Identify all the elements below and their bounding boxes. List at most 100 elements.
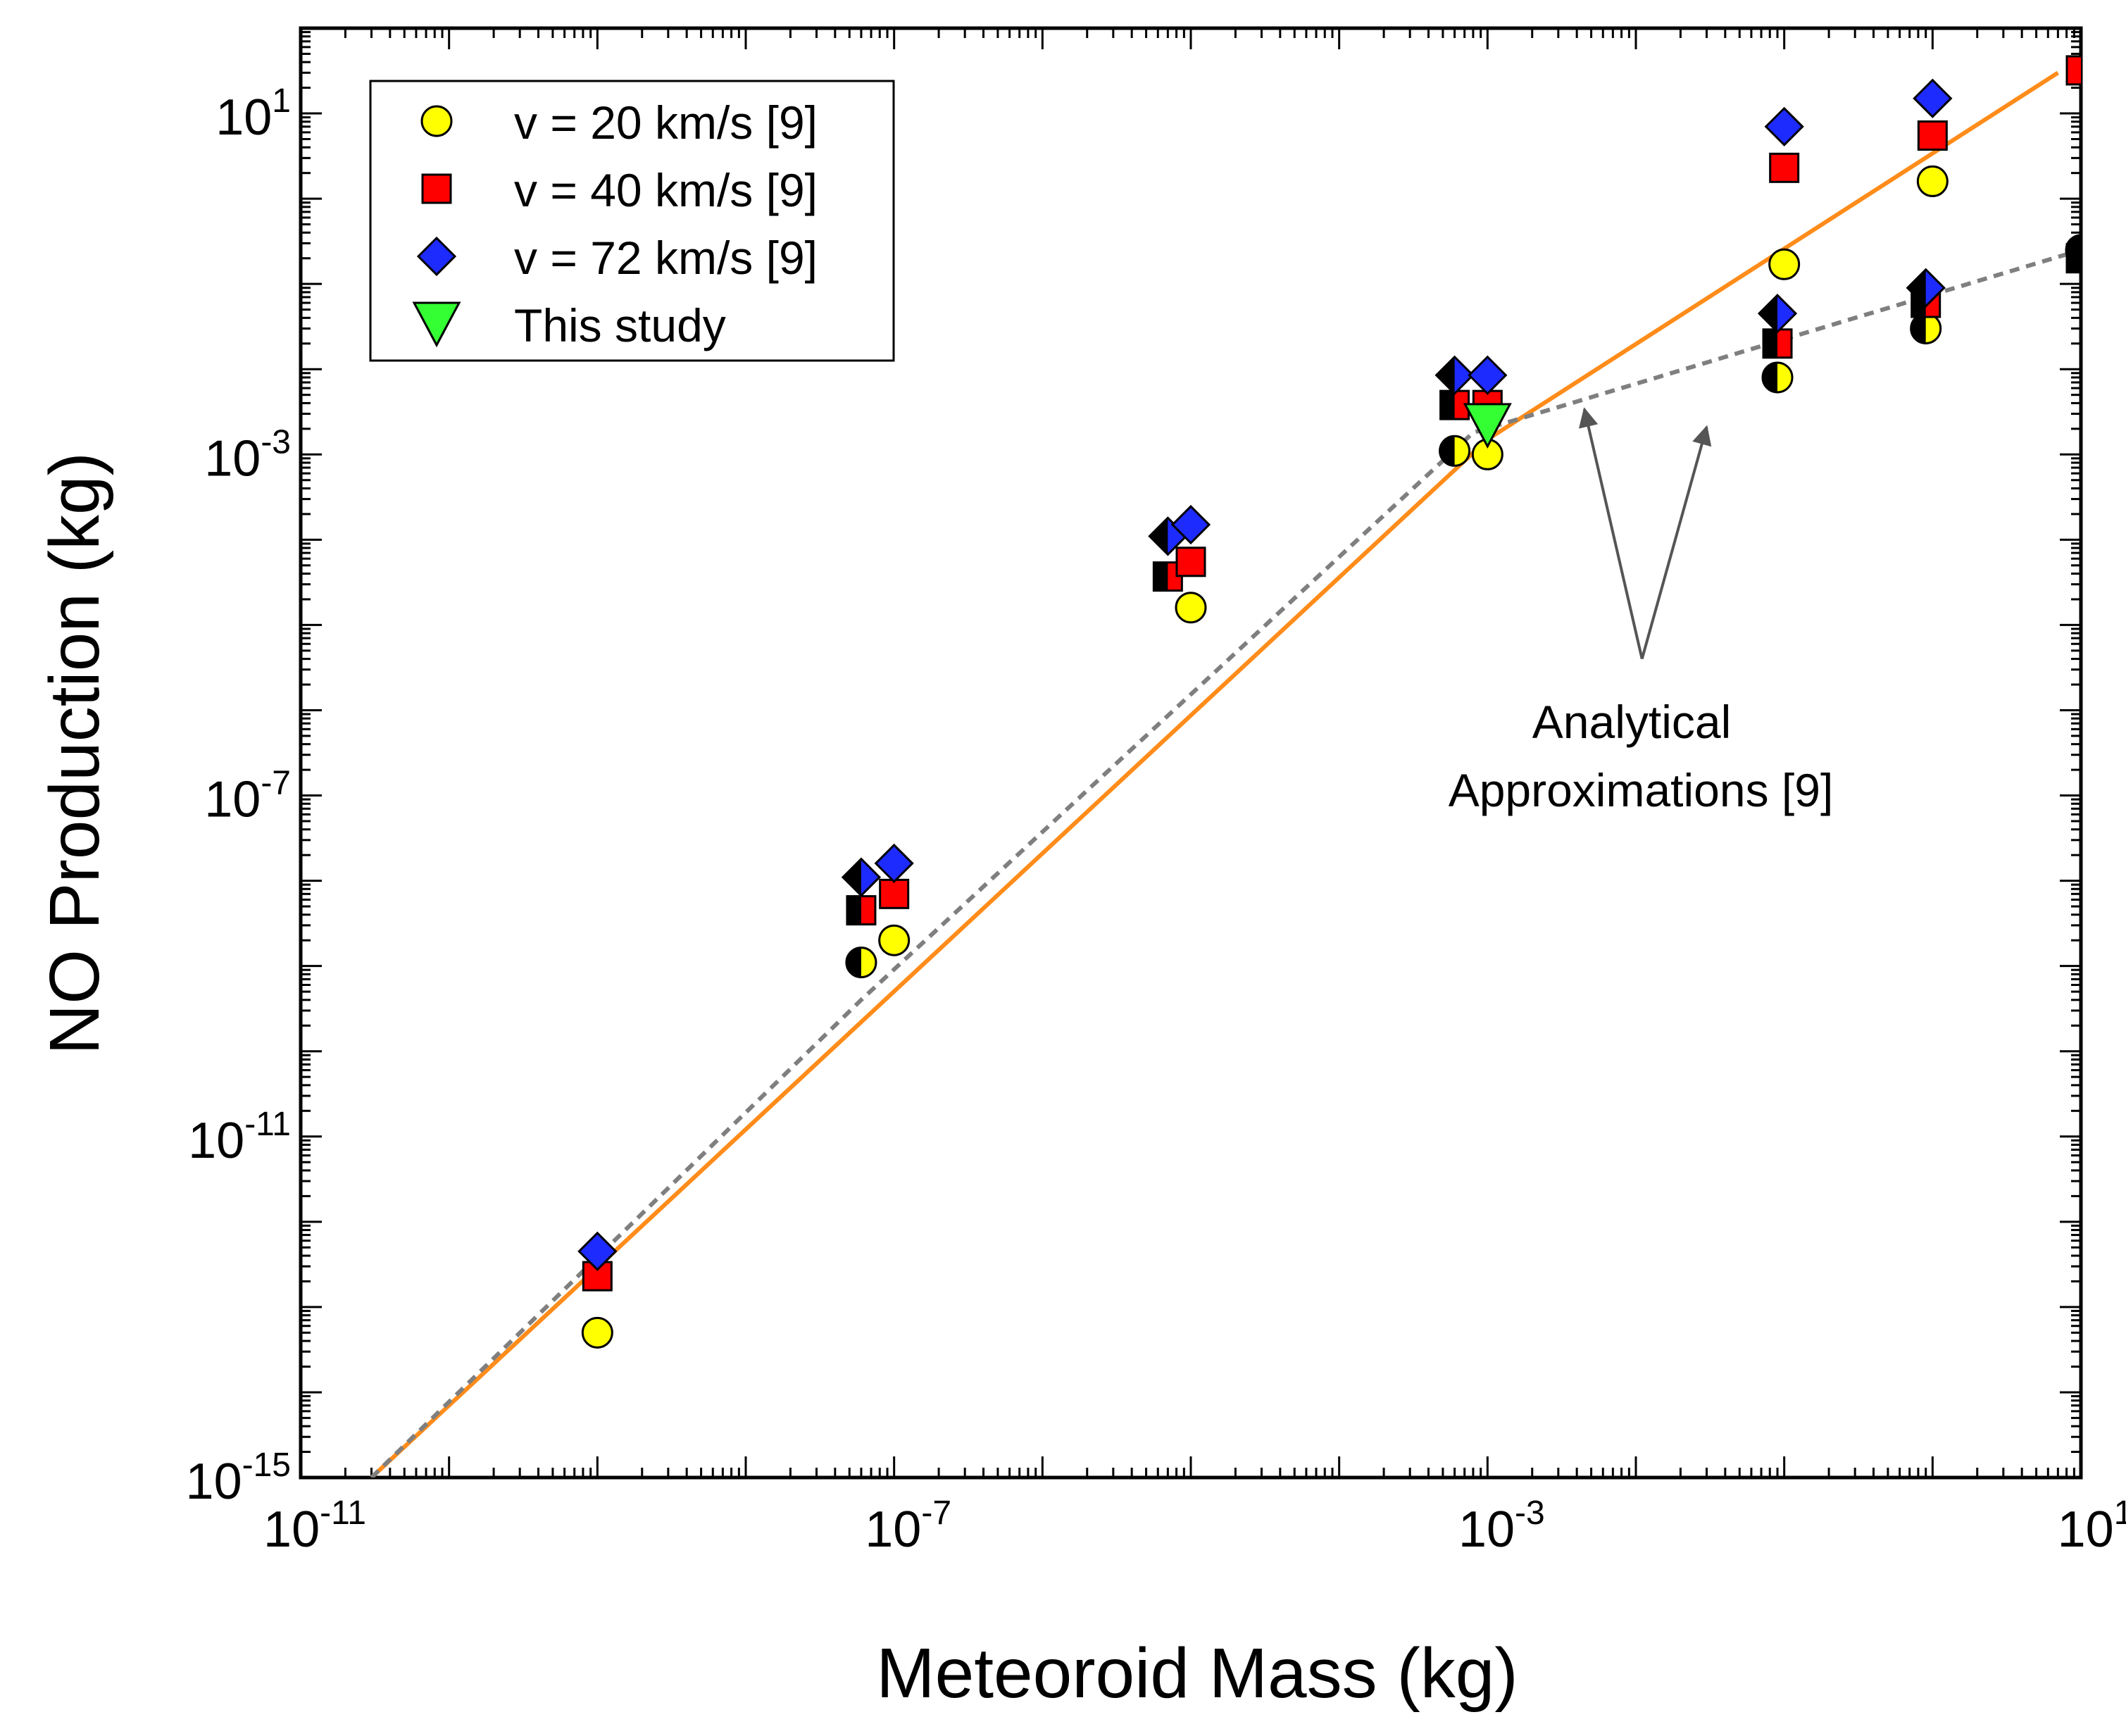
half-filled-marker-black-half	[1439, 436, 1455, 466]
marker-v40-shape	[2065, 55, 2081, 86]
y-tick-label: 10-15	[186, 1447, 291, 1510]
half-filled-marker-black-half	[1759, 295, 1778, 332]
half-filled-marker	[1439, 389, 1470, 420]
data-markers	[577, 55, 2081, 1349]
y-tick-label: 10-7	[204, 765, 291, 828]
marker-v72	[1468, 355, 1508, 395]
marker-v20-shape	[1916, 165, 1949, 197]
half-filled-marker	[845, 947, 877, 979]
half-filled-marker-black-half	[1763, 362, 1778, 392]
marker-v40-shape	[1769, 152, 1800, 183]
marker-v40	[1917, 120, 1948, 151]
half-filled-marker	[841, 857, 882, 897]
marker-v72-shape	[874, 843, 914, 883]
half-filled-marker-black-half	[1763, 329, 1778, 358]
half-filled-marker-outline	[841, 857, 882, 897]
half-filled-marker-black-half	[1149, 518, 1168, 555]
marker-v72	[1764, 106, 1804, 146]
legend-marker-triangle-down-shape	[412, 301, 461, 348]
x-tick-label: 101	[2058, 1494, 2126, 1558]
legend: v = 20 km/s [9] v = 40 km/s [9] v = 72 k…	[369, 80, 895, 362]
legend-label-v40: v = 40 km/s [9]	[514, 164, 818, 216]
half-filled-marker-outline	[845, 947, 877, 979]
half-filled-marker-black-half	[842, 858, 861, 896]
marker-v72-shape	[1913, 78, 1953, 118]
marker-v72	[577, 1231, 618, 1271]
marker-v40-shape	[1917, 120, 1948, 151]
half-filled-marker	[1434, 355, 1475, 395]
legend-label-v20: v = 20 km/s [9]	[514, 96, 818, 149]
x-tick-label: 10-3	[1458, 1494, 1545, 1558]
marker-v40	[1175, 547, 1206, 577]
annotation-arrow	[1640, 425, 1712, 660]
half-filled-marker-outline	[1757, 294, 1798, 334]
marker-v40-shape	[1175, 547, 1206, 577]
y-tick-label: 10-3	[204, 423, 291, 487]
marker-v40	[1769, 152, 1800, 183]
marker-v72	[874, 843, 914, 883]
legend-marker-circle-shape	[420, 105, 453, 137]
annotation: Analytical Approximations [9]	[1449, 407, 1834, 816]
half-filled-marker	[1906, 268, 1946, 308]
x-tick-label: 10-11	[263, 1494, 366, 1558]
half-filled-marker	[846, 895, 877, 926]
half-filled-marker-black-half	[846, 947, 861, 978]
axis-ticks	[299, 28, 2082, 1479]
legend-marker-square-shape	[421, 173, 452, 204]
marker-v20	[1175, 592, 1207, 624]
half-filled-marker	[1762, 328, 1793, 359]
marker-v40	[2065, 55, 2081, 86]
marker-v72	[1170, 504, 1211, 545]
marker-v20-shape	[878, 924, 911, 956]
half-filled-marker-black-half	[1436, 356, 1455, 394]
marker-v72-shape	[1468, 355, 1508, 395]
annotation-line-1: Analytical	[1532, 696, 1731, 748]
half-filled-marker-outline	[1439, 435, 1471, 467]
legend-marker-diamond	[416, 236, 457, 277]
half-filled-marker	[1761, 361, 1794, 394]
half-filled-marker-outline	[2065, 243, 2081, 274]
marker-this-study	[1463, 403, 1512, 449]
half-filled-marker-outline	[1761, 361, 1794, 394]
half-filled-marker	[1910, 312, 1942, 344]
x-axis-label: Meteoroid Mass (kg)	[876, 1634, 1518, 1713]
marker-v72-shape	[1170, 504, 1211, 545]
y-tick-label: 10-11	[188, 1106, 291, 1169]
marker-v20-shape	[1768, 248, 1801, 280]
legend-box	[369, 80, 895, 362]
half-filled-marker	[1757, 294, 1798, 334]
half-filled-marker-black-half	[2067, 244, 2081, 273]
annotation-arrow	[1578, 407, 1644, 660]
marker-v20	[1916, 165, 1949, 197]
half-filled-marker-black-half	[846, 896, 861, 925]
half-filled-marker	[2065, 243, 2081, 274]
legend-marker-diamond-shape	[416, 236, 457, 277]
marker-v72-shape	[1764, 106, 1804, 146]
marker-v20-shape	[1175, 592, 1207, 624]
marker-v20	[1768, 248, 1801, 280]
half-filled-marker	[1439, 435, 1471, 467]
marker-v20	[581, 1316, 613, 1349]
half-filled-marker-black-half	[1153, 562, 1168, 591]
x-tick-label: 10-7	[865, 1494, 951, 1558]
marker-v20	[878, 924, 911, 956]
y-axis-label: NO Production (kg)	[35, 452, 114, 1055]
half-filled-marker-black-half	[1440, 391, 1455, 420]
legend-label-this-study: This study	[514, 299, 726, 351]
marker-this-study-shape	[1463, 403, 1512, 449]
half-filled-marker-black-half	[1911, 313, 1926, 344]
legend-marker-circle	[420, 105, 453, 137]
approx-line-dashed	[370, 248, 2081, 1478]
half-filled-marker-outline	[1434, 355, 1475, 395]
marker-v40-shape	[879, 878, 910, 909]
annotation-line-2: Approximations [9]	[1449, 764, 1834, 816]
half-filled-marker-black-half	[1907, 269, 1926, 306]
legend-label-v72: v = 72 km/s [9]	[514, 232, 818, 284]
legend-markers	[412, 105, 461, 348]
marker-v72	[1913, 78, 1953, 118]
y-tick-label: 101	[215, 82, 291, 146]
legend-marker-square	[421, 173, 452, 204]
marker-v72-shape	[577, 1231, 618, 1271]
